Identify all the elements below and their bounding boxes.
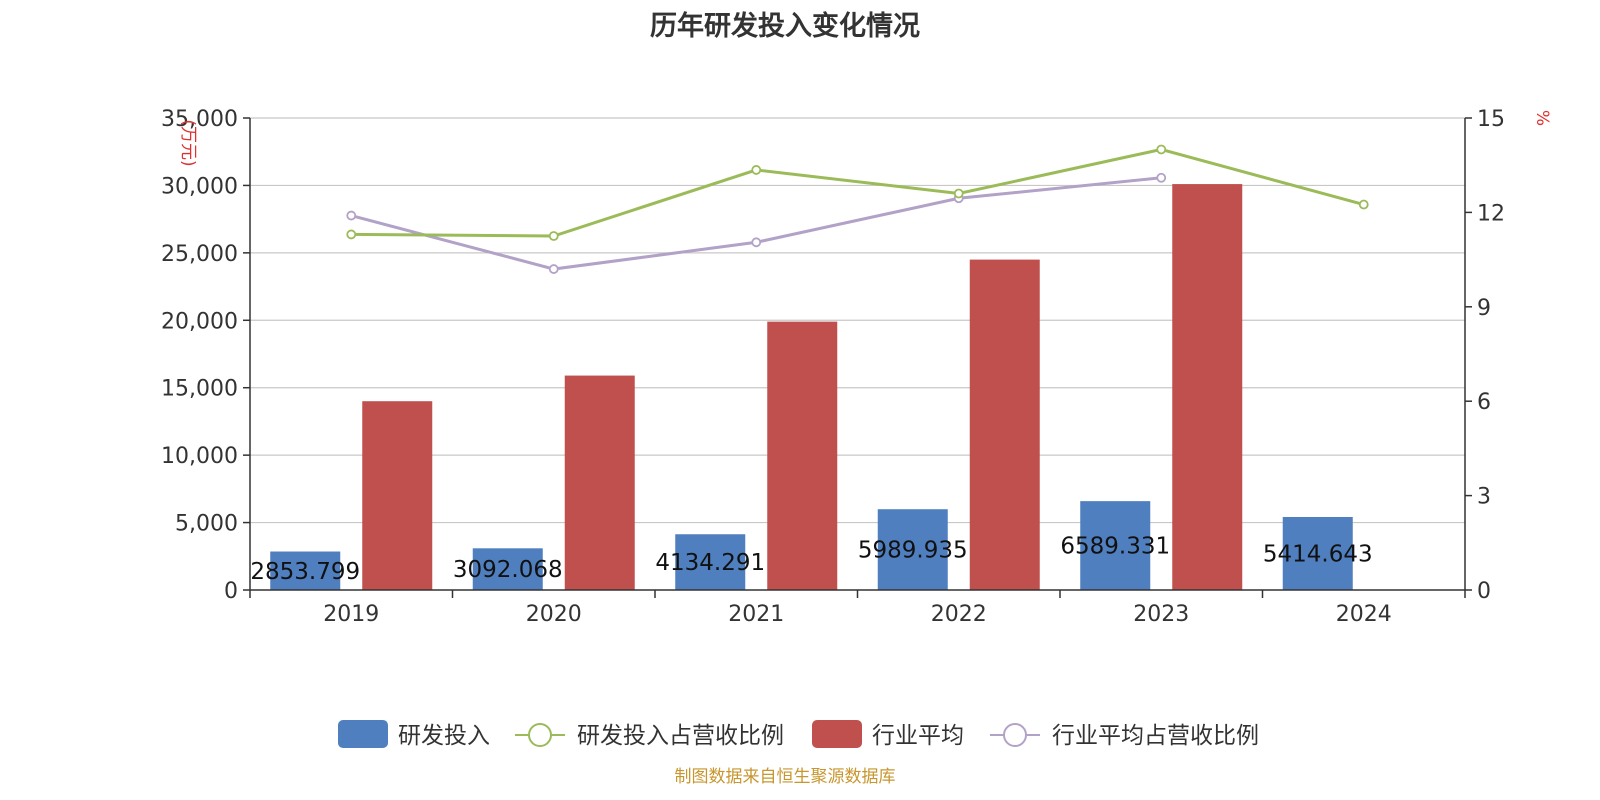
industry-ratio-point [1156,172,1167,183]
rd-bar [675,534,746,590]
legend-swatch [338,720,388,748]
industry-ratio-line [350,176,1162,271]
industry-bar [564,375,635,590]
rd-ratio-point [1156,144,1167,155]
legend: 研发投入 研发投入占营收比例 行业平均 行业平均占营收比例 [338,720,1259,749]
right-axis-tick-label: 6 [1477,390,1491,415]
left-axis-tick-label: 0 [224,579,238,604]
x-axis-tick-label: 2024 [1336,602,1392,627]
rd-bar-value-label: 4134.291 [655,550,765,576]
x-axis-tick-label: 2019 [323,602,379,627]
x-axis-tick-label: 2022 [931,602,987,627]
rd-bar-value-label: 5989.935 [858,538,968,564]
industry-bar [1172,184,1243,590]
rd-bar [877,509,948,590]
x-axis-tick-label: 2021 [728,602,784,627]
rd-ratio-point [346,229,357,240]
industry-ratio-point [548,264,559,274]
rd-bar [472,548,543,590]
rd-bar-value-label: 3092.068 [453,557,563,583]
left-axis-tick-label: 30,000 [161,174,238,199]
industry-bar [767,321,838,590]
rd-ratio-point [751,165,762,175]
rd-ratio-point [953,188,964,199]
rd-ratio-point [548,231,559,241]
left-axis-tick-label: 15,000 [161,377,238,402]
rd-bar [1080,501,1151,590]
legend-label: 研发投入占营收比例 [577,723,784,749]
rd-ratio-line [351,147,1365,238]
right-axis-tick-label: 0 [1477,579,1491,604]
left-axis-tick-label: 5,000 [175,512,238,537]
rd-bar-value-label: 5414.643 [1263,541,1373,567]
rd-bar [1282,516,1353,590]
right-axis-tick-label: 12 [1477,201,1505,226]
source-note: 制图数据来自恒生聚源数据库 [674,767,896,787]
x-axis-tick-label: 2020 [526,602,582,627]
rd-bar-value-label: 6589.331 [1060,534,1170,560]
left-axis-tick-label: 25,000 [161,242,238,267]
left-axis-tick-label: 35,000 [161,107,238,132]
lines [346,144,1369,274]
left-axis-tick-label: 10,000 [161,444,238,469]
rd-bar [270,551,341,590]
right-axis-tick-label: 3 [1477,485,1491,510]
left-axis-tick-label: 20,000 [161,309,238,334]
right-axis-tick-label: 9 [1477,296,1491,321]
industry-ratio-point [346,210,357,221]
right-axis-tick-label: 15 [1477,107,1505,132]
legend-swatch [812,720,862,748]
legend-label: 研发投入 [398,723,490,749]
right-axis-unit: % [1532,110,1552,126]
x-axis-tick-label: 2023 [1133,602,1189,627]
industry-ratio-point [751,237,762,248]
rd-ratio-point [1358,199,1369,210]
grid-lines [250,117,1465,524]
left-axis-unit: (万元) [178,119,198,166]
axes: 0 5,000 10,000 15,000 20,000 25,000 30,000 35,0… [161,107,1552,627]
data-labels: 2853.799 3092.068 4134.291 5989.935 6589.331… [250,534,1372,585]
legend-label: 行业平均 [872,723,964,749]
industry-bar [362,401,433,590]
legend-marker [528,723,552,747]
industry-bar [969,259,1040,590]
rd-bar-value-label: 2853.799 [250,559,360,585]
legend-label: 行业平均占营收比例 [1052,723,1259,749]
chart-title: 历年研发投入变化情况 [650,11,920,42]
legend-marker [1003,723,1027,747]
bars [270,184,1353,590]
